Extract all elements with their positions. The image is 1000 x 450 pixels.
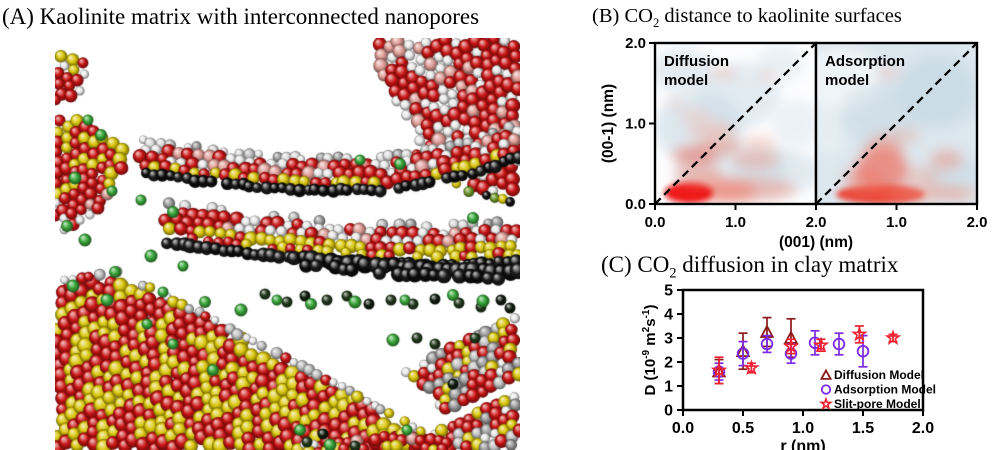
- panel-label: Diffusion: [664, 53, 729, 70]
- diagonal-reference-line: [654, 42, 817, 205]
- svg-text:(00-1) (nm): (00-1) (nm): [600, 84, 617, 163]
- heatmap-x-axis: 0.0 1.0 2.0 1.0 2.0 (001) (nm): [645, 204, 988, 251]
- svg-text:0: 0: [664, 403, 673, 420]
- svg-text:0.0: 0.0: [672, 420, 694, 437]
- scatter-y-axis-label: D (10-9 m2s-1): [641, 305, 659, 396]
- diagonal-reference-line: [815, 42, 978, 205]
- co2-diffusion-scatter-chart: 0.0 0.5 1.0 1.5 2.0 0 1 2 3 4 5 r (nm) D (10-9 m2s-1…: [641, 283, 936, 450]
- svg-text:2.0: 2.0: [625, 35, 646, 52]
- svg-text:(001) (nm): (001) (nm): [779, 234, 853, 251]
- svg-text:2: 2: [664, 355, 673, 372]
- svg-text:3: 3: [664, 331, 673, 348]
- svg-text:1.5: 1.5: [852, 420, 874, 437]
- svg-text:model: model: [664, 72, 708, 89]
- series-slit-pore-model: [710, 325, 902, 385]
- svg-text:1.0: 1.0: [792, 420, 814, 437]
- panel-c-title-pre: (C) CO: [601, 252, 670, 277]
- svg-text:model: model: [825, 72, 869, 89]
- svg-text:5: 5: [664, 283, 673, 300]
- svg-text:4: 4: [664, 307, 673, 324]
- svg-text:Adsorption Model: Adsorption Model: [834, 383, 936, 397]
- heatmap-panel-diffusion: Diffusion model: [653, 41, 818, 206]
- svg-text:0.5: 0.5: [732, 420, 754, 437]
- panel-a-title: (A) Kaolinite matrix with interconnected…: [2, 4, 480, 29]
- heatmap-y-axis: 0.0 1.0 2.0 (00-1) (nm): [600, 35, 655, 213]
- svg-text:2.0: 2.0: [912, 420, 934, 437]
- svg-text:2.0: 2.0: [967, 214, 988, 231]
- panel-c-title: (C) CO2 diffusion in clay matrix: [601, 252, 898, 283]
- svg-text:0.0: 0.0: [645, 214, 666, 231]
- svg-text:1.0: 1.0: [625, 116, 646, 133]
- scatter-axes: 0.0 0.5 1.0 1.5 2.0 0 1 2 3 4 5 r (nm) D (10-9 m2s-1…: [641, 283, 934, 450]
- co2-distance-heatmap-chart: Diffusion model Adsorption model 0.0 1.0 2.0 (0…: [600, 35, 988, 251]
- panel-label: Adsorption: [825, 53, 905, 70]
- svg-text:1: 1: [664, 379, 673, 396]
- svg-text:1.0: 1.0: [725, 214, 746, 231]
- panel-b-title-subscript: 2: [652, 16, 660, 31]
- svg-text:Diffusion Model: Diffusion Model: [834, 368, 924, 382]
- panel-b-title-pre: (B) CO: [592, 5, 653, 27]
- svg-text:1.0: 1.0: [886, 214, 907, 231]
- svg-text:0.0: 0.0: [625, 196, 646, 213]
- svg-text:r (nm): r (nm): [780, 438, 825, 450]
- panel-c-title-subscript: 2: [669, 265, 677, 282]
- kaolinite-molecular-snapshot: [55, 38, 520, 450]
- svg-text:2.0: 2.0: [806, 214, 827, 231]
- heatmap-panel-adsorption: Adsorption model: [814, 41, 979, 206]
- panel-c-title-post: diffusion in clay matrix: [676, 252, 899, 277]
- panel-b-title-post: distance to kaolinite surfaces: [659, 5, 902, 27]
- panel-b-title: (B) CO2 distance to kaolinite surfaces: [592, 5, 902, 31]
- svg-text:Slit-pore Model: Slit-pore Model: [834, 397, 921, 411]
